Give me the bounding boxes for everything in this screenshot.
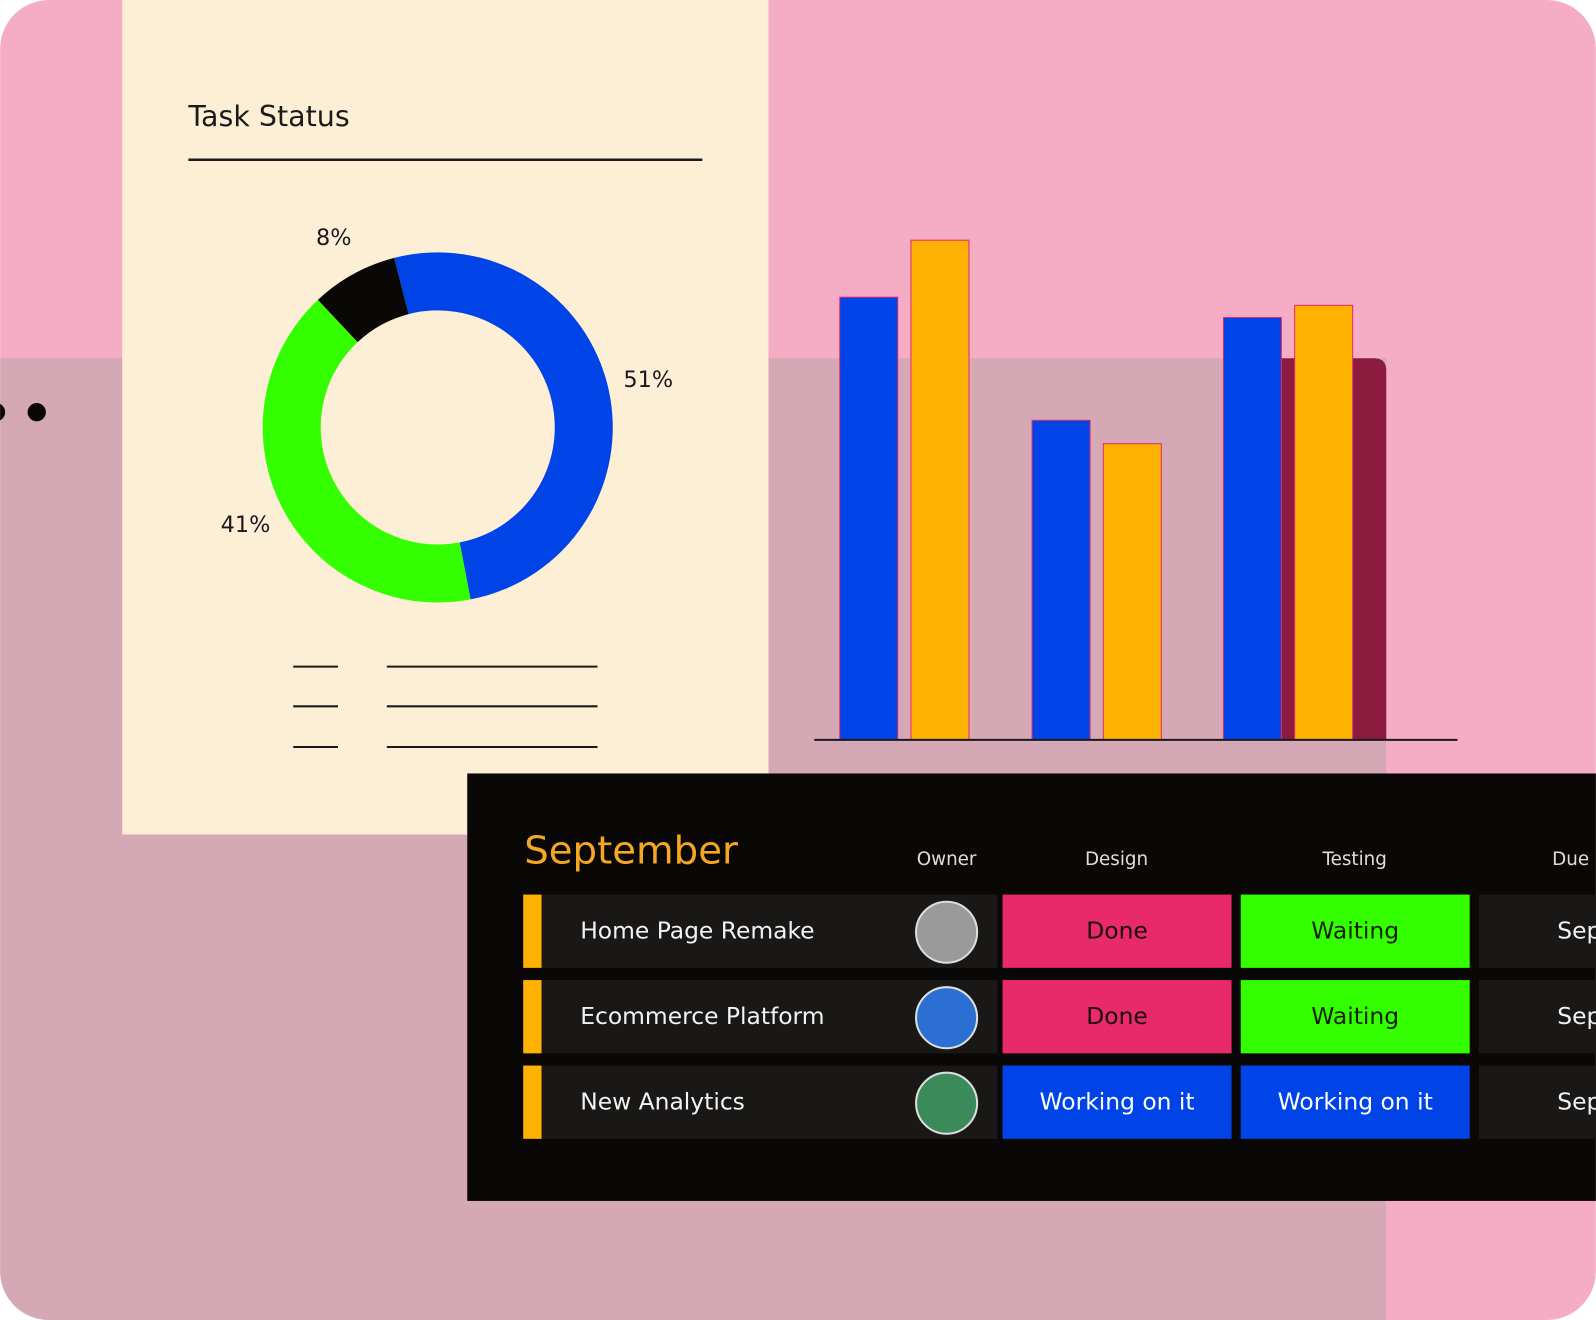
legend-lines [293, 665, 598, 749]
dot [27, 403, 46, 422]
table-title: September [524, 828, 738, 873]
donut-chart: 51% 41% 8% [221, 225, 673, 603]
status-text: Done [1086, 917, 1148, 945]
row-marker [523, 980, 542, 1054]
bar [1031, 419, 1091, 741]
due-cell [1478, 1065, 1596, 1139]
value-label: 8% [316, 225, 352, 251]
column-header: Due [1552, 849, 1589, 870]
donut-segment [262, 299, 471, 603]
status-text: Waiting [1311, 917, 1399, 945]
task-card [122, 0, 769, 835]
card-title: Task Status [187, 100, 349, 133]
bar [1222, 317, 1282, 741]
owner-avatar [915, 986, 979, 1050]
column-header: Testing [1322, 849, 1387, 870]
status-text: Working on it [1040, 1088, 1195, 1116]
status-text: Waiting [1311, 1002, 1399, 1030]
table: Owner Design Testing Due Home Page Remake Don… [523, 849, 1596, 1139]
donut-segment [317, 257, 409, 343]
row-name: Home Page Remake [580, 917, 814, 945]
status-cell [1240, 894, 1470, 968]
due-cell [1478, 894, 1596, 968]
value-label: 41% [221, 512, 271, 538]
row-marker [523, 1065, 542, 1139]
bar [1102, 443, 1162, 741]
due-text: Sep [1557, 917, 1596, 945]
status-cell [1002, 1065, 1232, 1139]
row-marker [523, 894, 542, 968]
due-text: Sep [1557, 1002, 1596, 1030]
status-cell [1240, 1065, 1470, 1139]
dot [0, 403, 6, 422]
due-text: Sep [1557, 1088, 1596, 1116]
owner-avatar [915, 1071, 979, 1135]
value-label: 51% [623, 367, 673, 393]
status-text: Working on it [1278, 1088, 1433, 1116]
bar [839, 296, 899, 741]
row-name: New Analytics [580, 1088, 745, 1116]
row-name: Ecommerce Platform [580, 1002, 824, 1030]
due-cell [1478, 980, 1596, 1054]
status-cell [1002, 894, 1232, 968]
bar-chart [839, 239, 1354, 741]
status-cell [1002, 980, 1232, 1054]
bar [910, 239, 970, 741]
bar [1294, 304, 1354, 741]
donut-segment [394, 252, 613, 600]
owner-avatar [915, 900, 979, 964]
status-cell [1240, 980, 1470, 1054]
status-text: Done [1086, 1002, 1148, 1030]
column-header: Design [1085, 849, 1148, 870]
column-header: Owner [917, 849, 977, 870]
